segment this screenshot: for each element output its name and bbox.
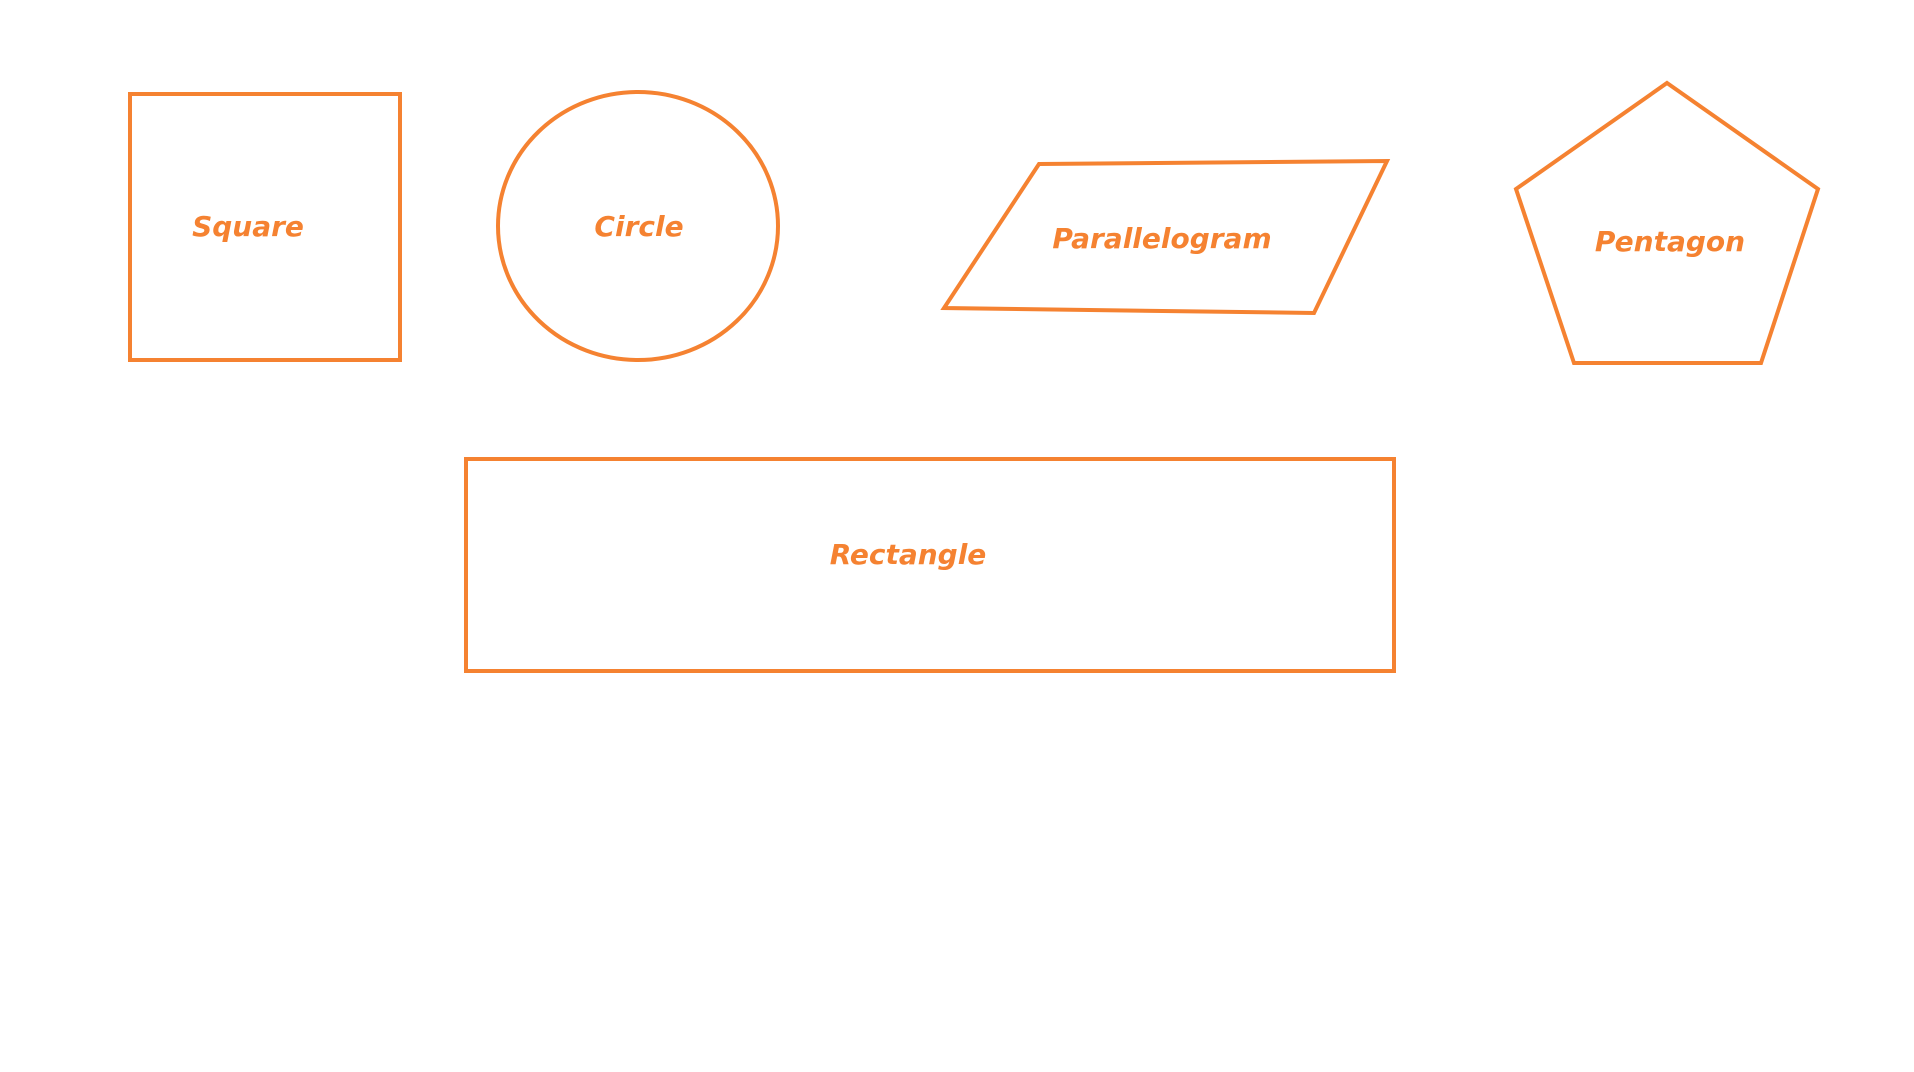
square-group: Square [128, 92, 402, 362]
parallelogram-shape [940, 158, 1391, 316]
parallelogram-group: Parallelogram [940, 158, 1391, 316]
square-shape [128, 92, 402, 362]
circle-shape [496, 90, 780, 362]
circle-group: Circle [496, 90, 780, 362]
pentagon-label: Pentagon [1595, 225, 1745, 258]
square-label: Square [192, 210, 304, 243]
pentagon-shape [1513, 80, 1821, 365]
rectangle-group: Rectangle [464, 457, 1396, 673]
parallelogram-label: Parallelogram [1052, 222, 1271, 255]
rectangle-shape [464, 457, 1396, 673]
pentagon-group: Pentagon [1513, 80, 1821, 365]
rectangle-label: Rectangle [830, 538, 987, 571]
circle-label: Circle [594, 210, 683, 243]
